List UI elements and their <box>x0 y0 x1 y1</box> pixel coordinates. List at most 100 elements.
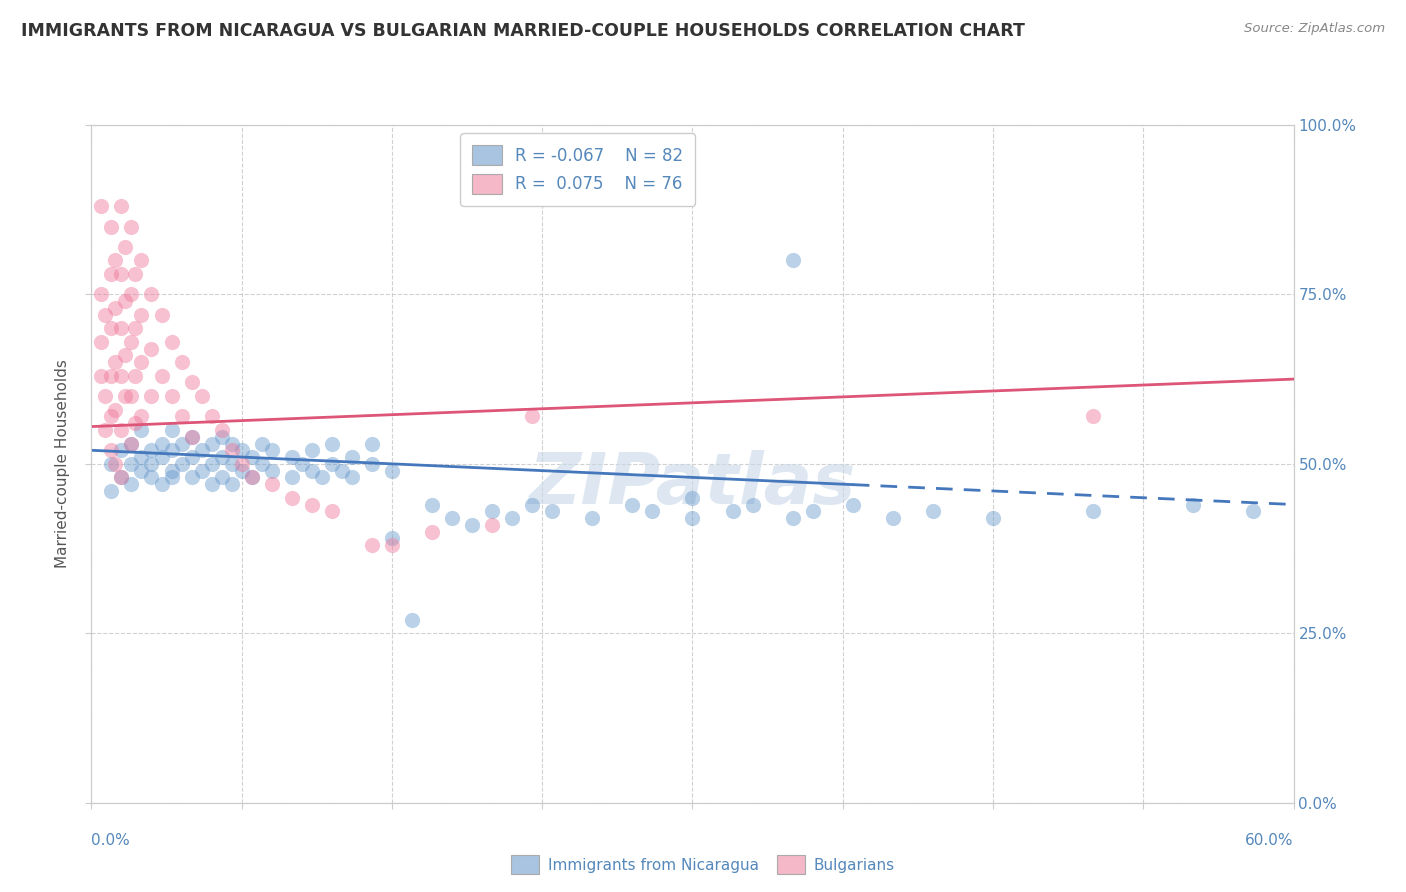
Point <box>141 389 163 403</box>
Point <box>340 470 363 484</box>
Y-axis label: Married-couple Households: Married-couple Households <box>55 359 70 568</box>
Point <box>180 470 202 484</box>
Point <box>721 504 744 518</box>
Point <box>131 253 153 268</box>
Point <box>94 308 117 322</box>
Point <box>201 457 224 471</box>
Point <box>801 504 824 518</box>
Point <box>100 219 122 234</box>
Point <box>741 498 763 512</box>
Point <box>260 443 283 458</box>
Point <box>201 409 224 424</box>
Point <box>201 477 224 491</box>
Point <box>121 436 143 450</box>
Point <box>124 267 146 281</box>
Point <box>321 436 343 450</box>
Point <box>330 464 353 478</box>
Point <box>160 334 183 349</box>
Point <box>131 464 153 478</box>
Point <box>481 504 503 518</box>
Point <box>221 436 243 450</box>
Point <box>170 409 193 424</box>
Text: ZIPatlas: ZIPatlas <box>529 450 856 518</box>
Point <box>121 436 143 450</box>
Point <box>190 464 212 478</box>
Point <box>150 450 173 464</box>
Point <box>301 464 323 478</box>
Text: Source: ZipAtlas.com: Source: ZipAtlas.com <box>1244 22 1385 36</box>
Point <box>211 450 233 464</box>
Point <box>340 450 363 464</box>
Point <box>131 450 153 464</box>
Point <box>90 287 112 301</box>
Point <box>114 240 136 254</box>
Point <box>381 532 404 546</box>
Point <box>221 457 243 471</box>
Point <box>114 348 136 362</box>
Point <box>240 450 263 464</box>
Point <box>211 470 233 484</box>
Point <box>180 430 202 444</box>
Point <box>420 498 443 512</box>
Point <box>360 436 382 450</box>
Text: 0.0%: 0.0% <box>91 833 131 848</box>
Point <box>381 538 404 552</box>
Point <box>100 368 122 383</box>
Point <box>90 368 112 383</box>
Point <box>180 430 202 444</box>
Point <box>150 436 173 450</box>
Point <box>124 321 146 335</box>
Point <box>240 470 263 484</box>
Point <box>124 416 146 430</box>
Point <box>150 368 173 383</box>
Point <box>150 308 173 322</box>
Point <box>160 389 183 403</box>
Point <box>481 517 503 532</box>
Point <box>260 477 283 491</box>
Point <box>231 443 253 458</box>
Point <box>1243 504 1265 518</box>
Point <box>250 436 273 450</box>
Point <box>124 368 146 383</box>
Point <box>501 511 523 525</box>
Point <box>110 443 132 458</box>
Point <box>841 498 863 512</box>
Point <box>121 389 143 403</box>
Point <box>121 457 143 471</box>
Point <box>100 267 122 281</box>
Point <box>281 491 304 505</box>
Point <box>420 524 443 539</box>
Point <box>160 443 183 458</box>
Point <box>110 470 132 484</box>
Point <box>114 389 136 403</box>
Point <box>114 294 136 309</box>
Point <box>90 334 112 349</box>
Point <box>281 450 304 464</box>
Point <box>131 409 153 424</box>
Point <box>90 199 112 213</box>
Point <box>291 457 314 471</box>
Point <box>782 253 804 268</box>
Point <box>882 511 904 525</box>
Point <box>100 409 122 424</box>
Point <box>381 464 404 478</box>
Point <box>1083 409 1105 424</box>
Point <box>301 498 323 512</box>
Point <box>170 436 193 450</box>
Point <box>522 409 544 424</box>
Point <box>180 376 202 390</box>
Point <box>231 457 253 471</box>
Point <box>94 389 117 403</box>
Point <box>201 436 224 450</box>
Point <box>170 457 193 471</box>
Point <box>160 464 183 478</box>
Point <box>100 457 122 471</box>
Point <box>170 355 193 369</box>
Point <box>1182 498 1205 512</box>
Point <box>110 470 132 484</box>
Point <box>141 342 163 356</box>
Point <box>100 321 122 335</box>
Point <box>104 457 127 471</box>
Point <box>360 538 382 552</box>
Point <box>641 504 664 518</box>
